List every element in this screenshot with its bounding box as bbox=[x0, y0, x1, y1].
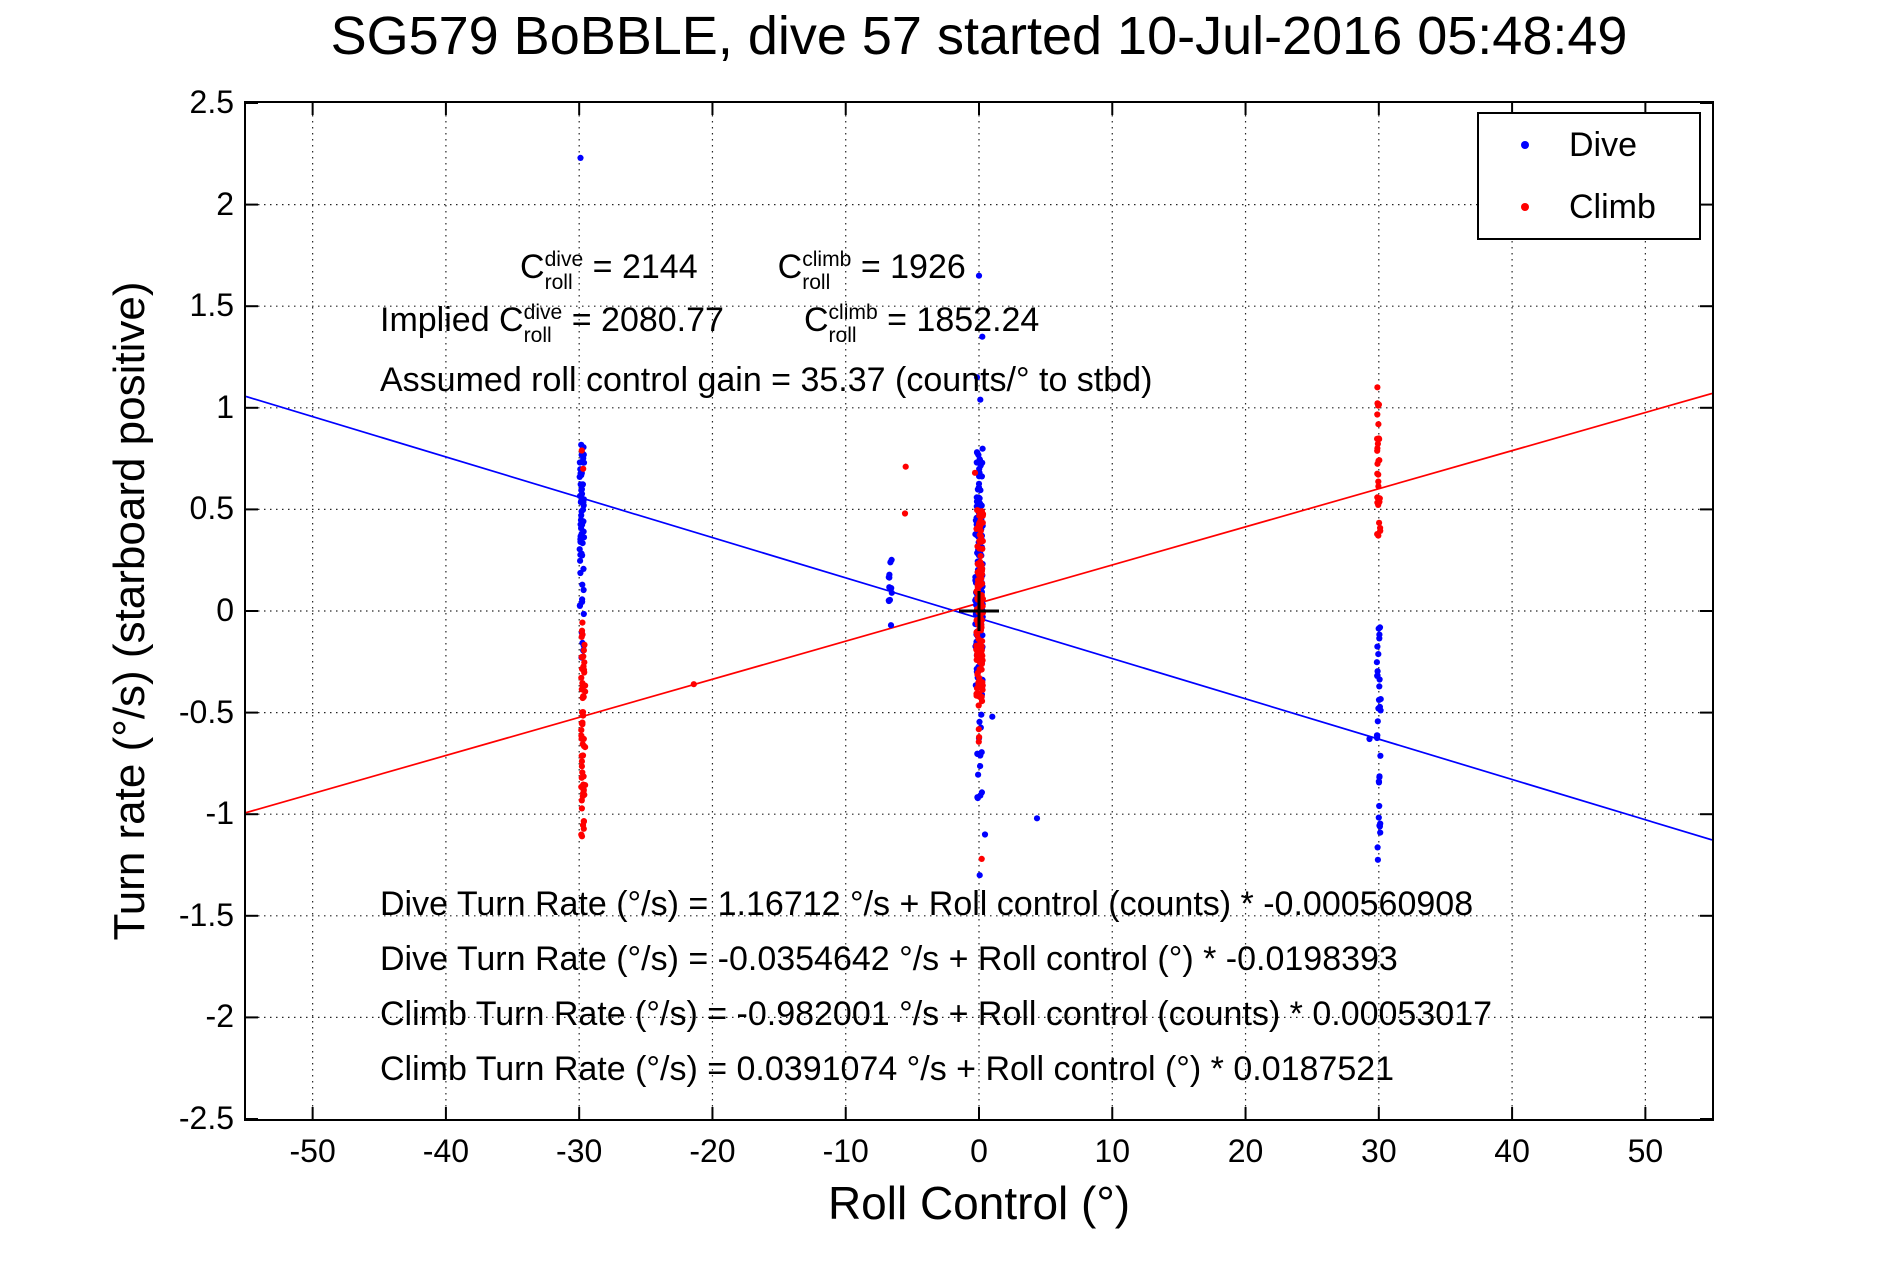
x-tick-label: -20 bbox=[689, 1133, 736, 1169]
dive-fit-counts-equation: Dive Turn Rate (°/s) = 1.16712 °/s + Rol… bbox=[380, 885, 1474, 923]
dive-marker-icon bbox=[1521, 141, 1529, 149]
y-tick-label: 0.5 bbox=[189, 490, 234, 527]
climb-fit-counts-equation: Climb Turn Rate (°/s) = -0.982001 °/s + … bbox=[380, 995, 1492, 1033]
x-tick-label: 40 bbox=[1494, 1133, 1530, 1169]
y-tick-label: -0.5 bbox=[178, 693, 234, 730]
climb-marker-icon bbox=[1521, 203, 1529, 211]
legend-item-climb: Climb bbox=[1479, 176, 1699, 238]
x-tick-label: -30 bbox=[556, 1133, 603, 1169]
climb-points bbox=[578, 384, 1384, 863]
legend-item-dive: Dive bbox=[1479, 114, 1699, 176]
roll-gain-annotation: Assumed roll control gain = 35.37 (count… bbox=[380, 361, 1153, 399]
y-tick-label: -1.5 bbox=[178, 896, 234, 933]
x-tick-label: -50 bbox=[289, 1133, 336, 1169]
y-tick-label: 2 bbox=[216, 185, 234, 222]
dive-fit-degrees-equation: Dive Turn Rate (°/s) = -0.0354642 °/s + … bbox=[380, 940, 1398, 978]
x-axis-label: Roll Control (°) bbox=[827, 1177, 1131, 1229]
climb-fit-degrees-equation: Climb Turn Rate (°/s) = 0.0391074 °/s + … bbox=[380, 1050, 1395, 1088]
y-tick-label: -2 bbox=[205, 998, 234, 1035]
y-tick-label: 2.5 bbox=[189, 84, 234, 120]
legend-label-climb: Climb bbox=[1569, 187, 1656, 226]
x-tick-label: 0 bbox=[970, 1133, 988, 1169]
x-tick-label: 30 bbox=[1361, 1133, 1397, 1169]
y-tick-label: -2.5 bbox=[178, 1100, 234, 1136]
chart-title: SG579 BoBBLE, dive 57 started 10-Jul-201… bbox=[330, 6, 1628, 66]
legend-label-dive: Dive bbox=[1569, 125, 1638, 164]
y-tick-label: -1 bbox=[205, 795, 234, 832]
y-tick-label: 1.5 bbox=[189, 287, 234, 324]
y-tick-label: 0 bbox=[216, 592, 234, 628]
y-tick-label: 1 bbox=[216, 388, 234, 425]
x-tick-label: 20 bbox=[1227, 1133, 1264, 1169]
legend: Dive Climb bbox=[1477, 112, 1701, 240]
plot-svg bbox=[246, 103, 1712, 1119]
x-tick-label: 10 bbox=[1094, 1133, 1131, 1169]
x-tick-label: -40 bbox=[422, 1133, 470, 1169]
x-tick-label: -10 bbox=[822, 1133, 869, 1169]
x-tick-label: 50 bbox=[1627, 1133, 1664, 1169]
